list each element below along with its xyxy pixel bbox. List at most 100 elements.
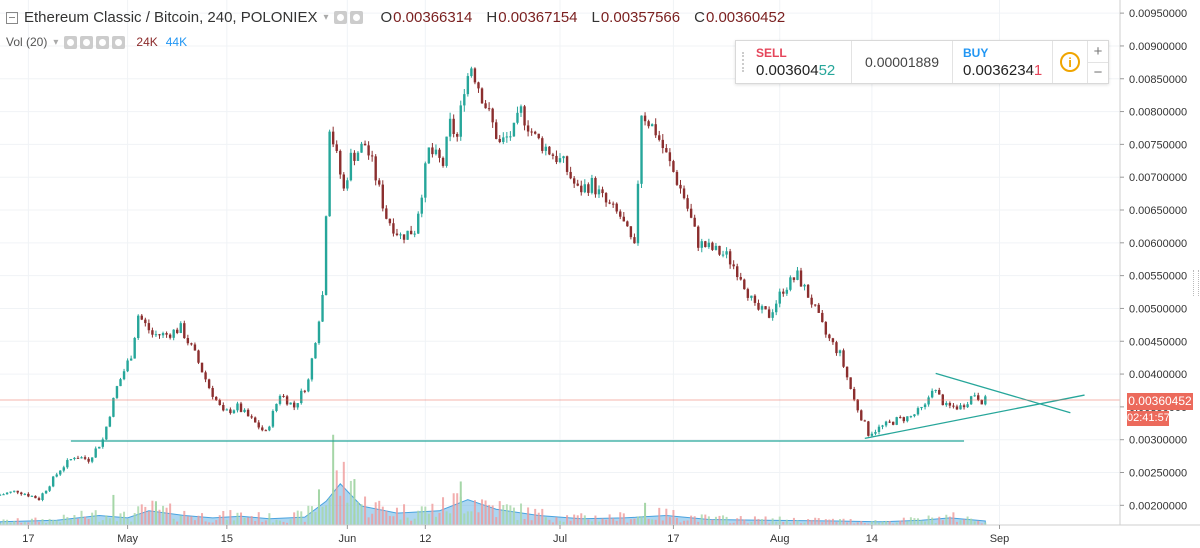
candle-body: [246, 409, 250, 417]
candle-body: [562, 156, 565, 159]
candle-body: [945, 402, 948, 406]
volume-bar: [399, 519, 402, 525]
add-icon[interactable]: [96, 35, 110, 49]
candle-body: [161, 333, 165, 336]
volume-bar: [371, 513, 374, 525]
volume-bar: [364, 496, 367, 525]
candle-body: [906, 416, 909, 422]
volume-bar: [551, 522, 554, 525]
volume-bar: [977, 520, 980, 525]
volume-bar: [420, 506, 423, 525]
volume-bar: [27, 522, 30, 525]
buy-button[interactable]: BUY 0.00362341: [953, 41, 1053, 83]
volume-bar: [204, 521, 207, 525]
info-icon[interactable]: i: [1060, 52, 1080, 72]
candle-body: [253, 417, 257, 423]
sell-button[interactable]: SELL 0.00360452: [736, 41, 852, 83]
volume-bar: [169, 503, 172, 525]
volume-bar: [527, 507, 530, 525]
symbol-dropdown-icon[interactable]: ▾: [323, 12, 329, 23]
candle-body: [952, 405, 955, 407]
candle-body: [133, 338, 136, 359]
y-tick-label: 0.00250000: [1129, 468, 1187, 480]
candle-body: [895, 417, 898, 425]
volume-bar: [707, 516, 710, 525]
volume-bar: [704, 514, 707, 525]
triangle-lower[interactable]: [864, 394, 1085, 440]
volume-bar: [215, 520, 218, 525]
candle-body: [622, 216, 625, 222]
volume-bar: [590, 521, 593, 525]
volume-bar: [544, 517, 547, 525]
volume-settings-icon[interactable]: [80, 35, 94, 49]
volume-bar: [831, 518, 834, 525]
candle-body: [523, 106, 526, 126]
increase-quantity-button[interactable]: +: [1088, 41, 1108, 63]
candle-body: [615, 203, 618, 212]
y-tick-label: 0.00650000: [1129, 205, 1187, 217]
volume-bar: [442, 497, 445, 525]
candle-body: [778, 291, 781, 304]
collapse-legend-icon[interactable]: [6, 11, 18, 24]
settings-icon[interactable]: [334, 11, 348, 24]
volume-bar: [13, 521, 16, 525]
volume-bar: [612, 518, 615, 525]
volume-bar: [948, 516, 951, 525]
candle-body: [190, 343, 193, 345]
volume-bar: [626, 522, 629, 525]
candle-body: [821, 312, 824, 323]
candle-body: [583, 184, 587, 193]
candle-body: [845, 366, 849, 378]
candle-body: [44, 490, 48, 494]
volume-bar: [924, 521, 927, 525]
volume-bar: [739, 516, 742, 525]
volume-bar: [810, 519, 813, 525]
volume-bar: [608, 514, 611, 525]
volume-bar: [346, 502, 349, 525]
eye-icon[interactable]: [64, 35, 78, 49]
candle-body: [239, 403, 243, 412]
candle-body: [512, 122, 516, 137]
volume-bar: [934, 523, 937, 525]
volume-dropdown-icon[interactable]: ▾: [53, 36, 59, 48]
volume-bar: [633, 518, 636, 525]
candle-body: [176, 329, 179, 333]
trendlines[interactable]: [70, 372, 1085, 442]
candle-body: [147, 323, 151, 331]
resize-handle[interactable]: [1193, 270, 1199, 296]
candle-body: [378, 180, 381, 185]
volume-bar: [573, 514, 576, 525]
candle-body: [938, 390, 941, 395]
candle-body: [73, 457, 76, 460]
candle-body: [459, 105, 462, 137]
candle-body: [126, 360, 129, 372]
volume-bar: [349, 480, 352, 525]
triangle-upper[interactable]: [935, 372, 1071, 414]
volume-bar: [534, 508, 537, 525]
volume-bar: [59, 522, 62, 525]
candle-body: [601, 189, 604, 194]
volume-bar: [225, 519, 228, 525]
format-icon[interactable]: [350, 11, 364, 24]
candle-body: [328, 131, 331, 217]
candle-body: [874, 432, 877, 434]
high-label: H: [486, 9, 498, 26]
candle-body: [41, 493, 44, 501]
candle-body: [505, 136, 509, 138]
low-value: 0.00357566: [600, 9, 681, 26]
candle-body: [537, 133, 540, 139]
candle-body: [973, 395, 976, 397]
price-axis[interactable]: 0.002000000.002500000.003000000.00350000…: [1120, 8, 1187, 512]
time-axis[interactable]: 17 May 15 Jun 12 Jul 17 Aug 14 Sep: [22, 525, 1009, 545]
y-tick-label: 0.00800000: [1129, 107, 1187, 119]
volume-bar: [732, 522, 735, 525]
remove-icon[interactable]: [112, 35, 126, 49]
volume-bar: [137, 506, 140, 525]
decrease-quantity-button[interactable]: −: [1093, 64, 1103, 82]
volume-bar: [562, 521, 565, 525]
volume-bar: [470, 511, 473, 525]
candle-body: [438, 149, 441, 158]
candle-body: [413, 233, 416, 235]
candle-body: [108, 416, 112, 427]
